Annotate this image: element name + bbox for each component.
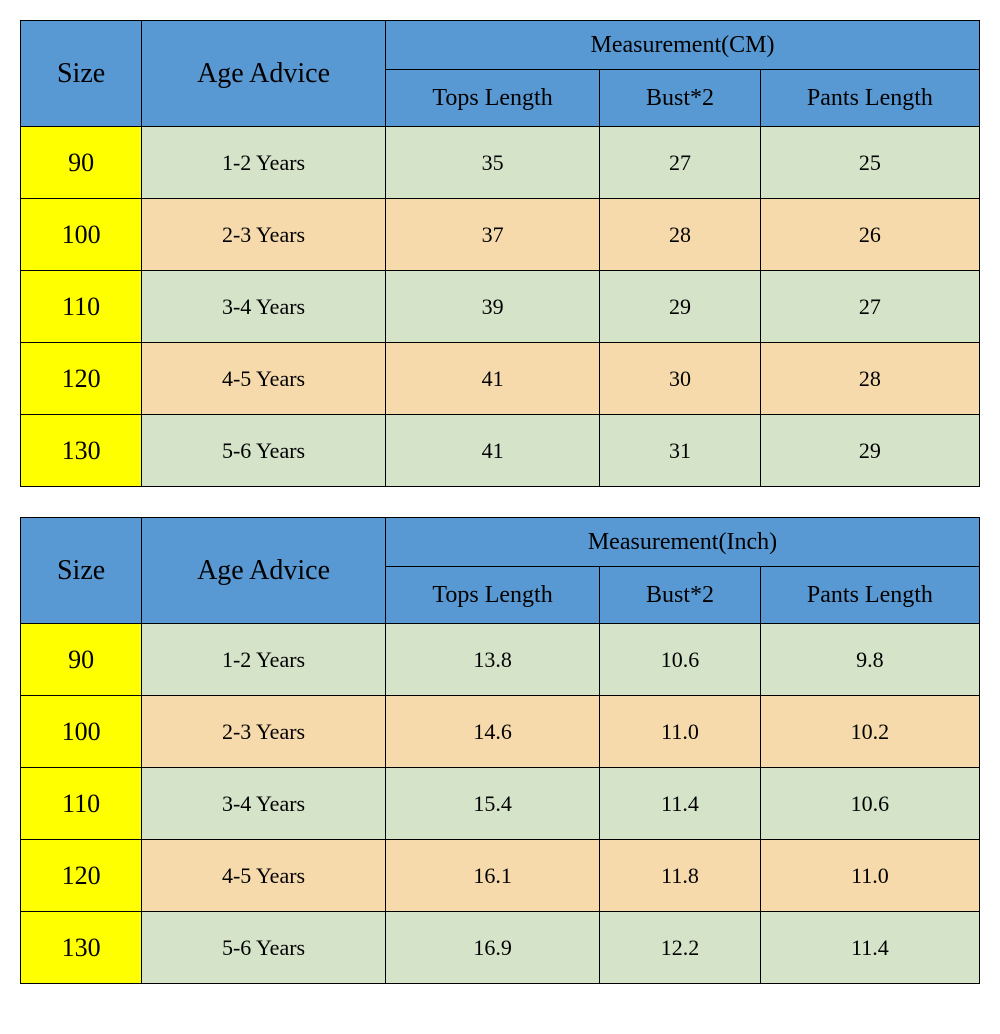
size-cell: 110 — [21, 768, 142, 840]
bust-cell: 31 — [600, 415, 761, 487]
col-measurement-header: Measurement(Inch) — [385, 518, 979, 567]
age-cell: 2-3 Years — [142, 199, 386, 271]
table-row: 90 1-2 Years 13.8 10.6 9.8 — [21, 624, 980, 696]
tops-cell: 16.1 — [385, 840, 599, 912]
size-cell: 100 — [21, 199, 142, 271]
col-measurement-header: Measurement(CM) — [385, 21, 979, 70]
col-tops-header: Tops Length — [385, 567, 599, 624]
table-row: 110 3-4 Years 39 29 27 — [21, 271, 980, 343]
table-row: 130 5-6 Years 41 31 29 — [21, 415, 980, 487]
table-row: 130 5-6 Years 16.9 12.2 11.4 — [21, 912, 980, 984]
size-cell: 110 — [21, 271, 142, 343]
bust-cell: 29 — [600, 271, 761, 343]
bust-cell: 12.2 — [600, 912, 761, 984]
pants-cell: 28 — [760, 343, 979, 415]
table-row: 90 1-2 Years 35 27 25 — [21, 127, 980, 199]
col-tops-header: Tops Length — [385, 70, 599, 127]
pants-cell: 25 — [760, 127, 979, 199]
tops-cell: 14.6 — [385, 696, 599, 768]
col-bust-header: Bust*2 — [600, 70, 761, 127]
col-age-header: Age Advice — [142, 518, 386, 624]
age-cell: 3-4 Years — [142, 271, 386, 343]
age-cell: 1-2 Years — [142, 624, 386, 696]
age-cell: 4-5 Years — [142, 343, 386, 415]
bust-cell: 11.0 — [600, 696, 761, 768]
size-cell: 90 — [21, 127, 142, 199]
pants-cell: 29 — [760, 415, 979, 487]
bust-cell: 11.8 — [600, 840, 761, 912]
table-row: 120 4-5 Years 16.1 11.8 11.0 — [21, 840, 980, 912]
col-pants-header: Pants Length — [760, 567, 979, 624]
table-row: 100 2-3 Years 37 28 26 — [21, 199, 980, 271]
col-size-header: Size — [21, 518, 142, 624]
bust-cell: 10.6 — [600, 624, 761, 696]
tops-cell: 41 — [385, 415, 599, 487]
tops-cell: 41 — [385, 343, 599, 415]
size-chart-inch: Size Age Advice Measurement(Inch) Tops L… — [20, 517, 980, 984]
age-cell: 3-4 Years — [142, 768, 386, 840]
pants-cell: 26 — [760, 199, 979, 271]
age-cell: 5-6 Years — [142, 912, 386, 984]
tops-cell: 35 — [385, 127, 599, 199]
size-cell: 120 — [21, 343, 142, 415]
age-cell: 2-3 Years — [142, 696, 386, 768]
size-cell: 100 — [21, 696, 142, 768]
bust-cell: 28 — [600, 199, 761, 271]
col-pants-header: Pants Length — [760, 70, 979, 127]
col-bust-header: Bust*2 — [600, 567, 761, 624]
pants-cell: 10.6 — [760, 768, 979, 840]
size-cell: 130 — [21, 912, 142, 984]
pants-cell: 27 — [760, 271, 979, 343]
tops-cell: 13.8 — [385, 624, 599, 696]
size-cell: 120 — [21, 840, 142, 912]
bust-cell: 27 — [600, 127, 761, 199]
age-cell: 4-5 Years — [142, 840, 386, 912]
table-row: 100 2-3 Years 14.6 11.0 10.2 — [21, 696, 980, 768]
size-chart-cm: Size Age Advice Measurement(CM) Tops Len… — [20, 20, 980, 487]
pants-cell: 10.2 — [760, 696, 979, 768]
tops-cell: 15.4 — [385, 768, 599, 840]
table-row: 110 3-4 Years 15.4 11.4 10.6 — [21, 768, 980, 840]
age-cell: 1-2 Years — [142, 127, 386, 199]
size-cell: 130 — [21, 415, 142, 487]
age-cell: 5-6 Years — [142, 415, 386, 487]
table-row: 120 4-5 Years 41 30 28 — [21, 343, 980, 415]
tops-cell: 39 — [385, 271, 599, 343]
pants-cell: 9.8 — [760, 624, 979, 696]
bust-cell: 30 — [600, 343, 761, 415]
tops-cell: 16.9 — [385, 912, 599, 984]
pants-cell: 11.4 — [760, 912, 979, 984]
tops-cell: 37 — [385, 199, 599, 271]
pants-cell: 11.0 — [760, 840, 979, 912]
size-cell: 90 — [21, 624, 142, 696]
col-size-header: Size — [21, 21, 142, 127]
col-age-header: Age Advice — [142, 21, 386, 127]
bust-cell: 11.4 — [600, 768, 761, 840]
